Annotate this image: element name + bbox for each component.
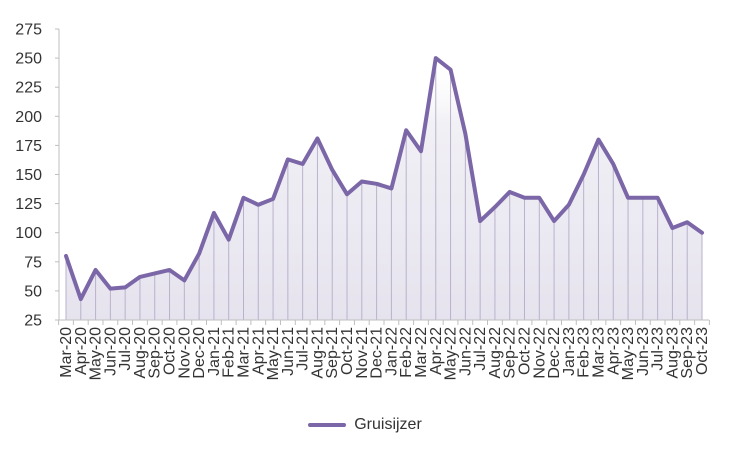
x-tick-label: Aug-20: [132, 327, 149, 379]
x-tick-label: Nov-22: [531, 327, 548, 379]
x-tick-label: Oct-23: [694, 327, 711, 375]
area-fill: [66, 58, 702, 320]
y-tick-label: 25: [24, 313, 42, 330]
x-tick-label: Aug-21: [309, 327, 326, 379]
x-tick-label: Jul-21: [295, 327, 312, 371]
x-axis-labels: Mar-20Apr-20May-20Jun-20Jul-20Aug-20Sep-…: [58, 327, 711, 380]
x-tick-label: Jul-23: [650, 327, 667, 371]
x-tick-label: Feb-22: [398, 327, 415, 378]
x-tick-label: May-23: [620, 327, 637, 380]
x-tick-label: May-21: [265, 327, 282, 380]
x-tick-label: Jan-22: [383, 327, 400, 376]
y-tick-label: 250: [15, 51, 42, 68]
x-tick-label: Apr-21: [250, 327, 267, 375]
series-line-gruisijzer: [64, 56, 704, 302]
x-tick-label: Dec-20: [191, 327, 208, 379]
y-tick-label: 150: [15, 167, 42, 184]
plot-area: [66, 58, 702, 320]
x-tick-label: Jul-22: [472, 327, 489, 371]
x-tick-label: Sep-22: [502, 327, 519, 379]
x-tick-label: Jun-21: [280, 327, 297, 376]
x-tick-label: Dec-22: [546, 327, 563, 379]
y-tick-label: 100: [15, 225, 42, 242]
x-tick-label: Jan-21: [206, 327, 223, 376]
y-tick-label: 50: [24, 283, 42, 300]
x-tick-label: Feb-21: [221, 327, 238, 378]
x-tick-label: Sep-20: [147, 327, 164, 379]
x-tick-label: Apr-22: [428, 327, 445, 375]
legend-swatch: [308, 423, 347, 427]
y-axis-labels: 25 50 75 100 125 150 175 200 225 250 275: [15, 22, 42, 330]
x-tick-label: Mar-21: [235, 327, 252, 378]
x-tick-label: Mar-22: [413, 327, 430, 378]
x-tick-label: Oct-21: [339, 327, 356, 375]
x-tick-label: Aug-23: [664, 327, 681, 379]
x-tick-label: Apr-23: [605, 327, 622, 375]
y-tick-label: 75: [24, 254, 42, 271]
y-tick-label: 125: [15, 196, 42, 213]
drop-lines: [65, 58, 703, 320]
x-tick-label: Dec-21: [369, 327, 386, 379]
x-tick-label: Jan-23: [561, 327, 578, 376]
axes: [55, 28, 710, 325]
legend-label: Gruisijzer: [354, 416, 422, 433]
legend: Gruisijzer: [0, 416, 730, 434]
y-tick-label: 225: [15, 80, 42, 97]
y-tick-label: 275: [15, 22, 42, 39]
x-tick-label: Aug-22: [487, 327, 504, 379]
x-tick-label: Feb-23: [576, 327, 593, 378]
x-tick-label: Jul-20: [117, 327, 134, 371]
x-tick-label: Sep-23: [679, 327, 696, 379]
y-tick-label: 200: [15, 109, 42, 126]
x-tick-label: Sep-21: [324, 327, 341, 379]
series-layer: [64, 56, 704, 302]
x-tick-label: May-22: [443, 327, 460, 380]
x-tick-label: Apr-20: [73, 327, 90, 375]
x-tick-label: Jun-20: [102, 327, 119, 376]
x-tick-label: Oct-20: [162, 327, 179, 375]
x-tick-label: Mar-20: [58, 327, 75, 378]
x-tick-label: Mar-23: [590, 327, 607, 378]
x-tick-label: Oct-22: [517, 327, 534, 375]
y-tick-label: 175: [15, 138, 42, 155]
x-tick-label: Nov-20: [176, 327, 193, 379]
x-tick-label: May-20: [88, 327, 105, 380]
x-tick-label: Nov-21: [354, 327, 371, 379]
x-tick-label: Jun-23: [635, 327, 652, 376]
x-tick-label: Jun-22: [457, 327, 474, 376]
